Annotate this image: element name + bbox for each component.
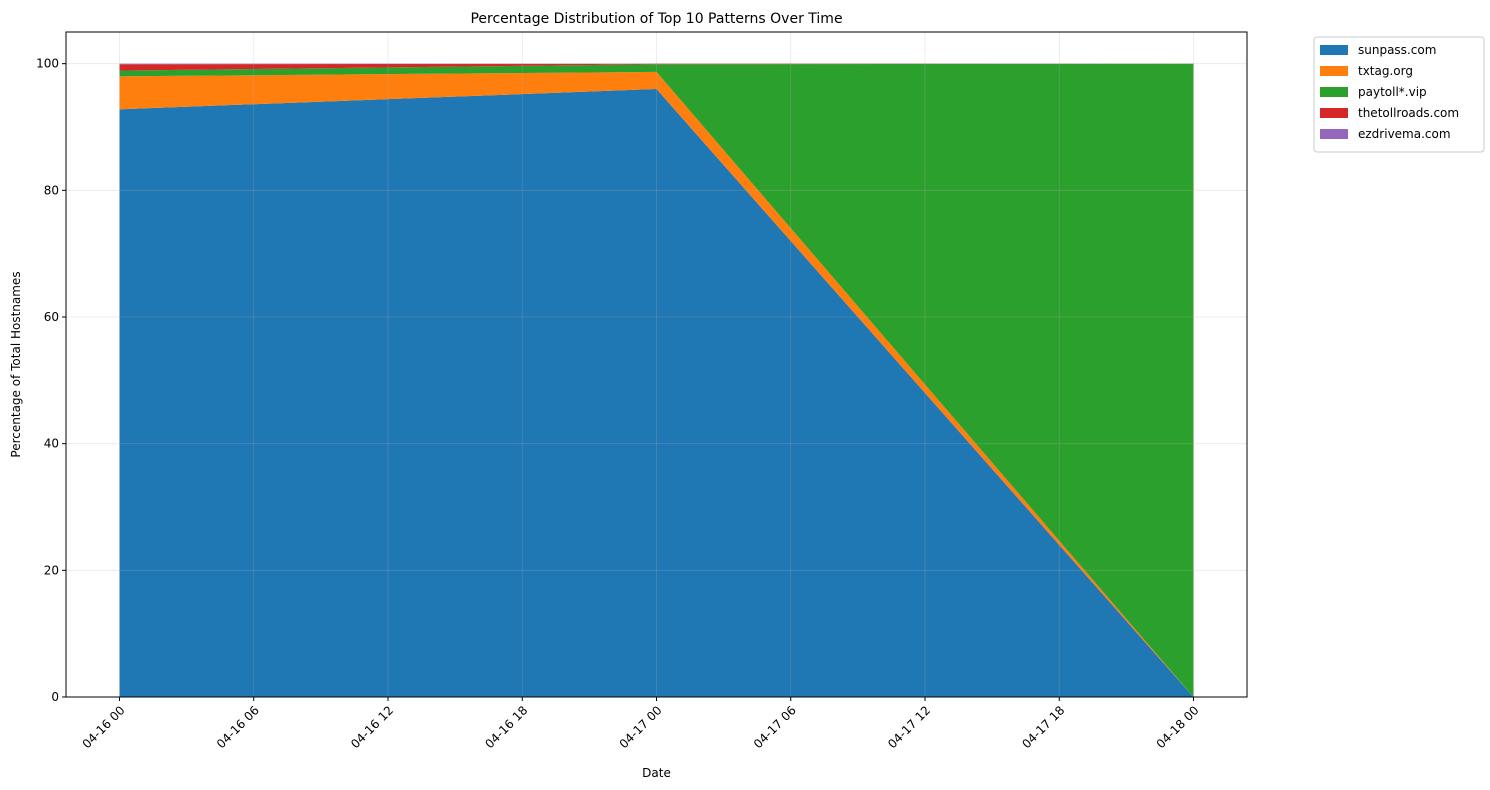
legend: sunpass.com txtag.org paytoll*.vip thetollr…	[1313, 36, 1485, 153]
x-tick-label: 04-17 00	[617, 703, 665, 751]
x-tick-label: 04-16 18	[482, 703, 530, 751]
legend-box	[1313, 36, 1485, 153]
chart-title: Percentage Distribution of Top 10 Patter…	[470, 11, 842, 27]
legend-label: txtag.org	[1358, 64, 1413, 78]
area-thetollroads-com	[119, 63, 1194, 71]
area-paytoll-vip	[119, 63, 1194, 697]
x-tick-label: 04-17 18	[1019, 703, 1067, 751]
y-tick-label: 100	[36, 57, 59, 71]
y-tick-label: 60	[44, 310, 59, 324]
x-axis: 04-16 00 04-16 06 04-16 12 04-16 18 04-17 00…	[80, 697, 1202, 751]
y-tick-label: 40	[44, 437, 59, 451]
x-tick-label: 04-17 12	[885, 703, 933, 751]
area-ezdrivema-com	[119, 63, 1194, 65]
area-sunpass-com	[119, 89, 1194, 697]
x-axis-label: Date	[642, 766, 671, 780]
plot-area	[119, 63, 1194, 697]
y-tick-label: 80	[44, 183, 59, 197]
y-tick-label: 0	[51, 690, 59, 704]
legend-label: ezdrivema.com	[1358, 127, 1451, 141]
legend-label: paytoll*.vip	[1358, 85, 1427, 99]
x-tick-label: 04-18 00	[1154, 703, 1202, 751]
x-tick-label: 04-17 06	[751, 703, 799, 751]
legend-swatch	[1320, 66, 1348, 76]
y-tick-label: 20	[44, 563, 59, 577]
x-tick-label: 04-16 12	[348, 703, 396, 751]
legend-swatch	[1320, 129, 1348, 139]
grid	[66, 32, 1247, 698]
legend-label: sunpass.com	[1358, 43, 1436, 57]
x-tick-label: 04-16 06	[214, 703, 262, 751]
legend-swatch	[1320, 45, 1348, 55]
legend-swatch	[1320, 108, 1348, 118]
y-axis-label: Percentage of Total Hostnames	[9, 271, 23, 457]
y-axis: 0 20 40 60 80 100	[36, 57, 66, 704]
x-tick-label: 04-16 00	[80, 703, 128, 751]
legend-swatch	[1320, 87, 1348, 97]
legend-label: thetollroads.com	[1358, 106, 1459, 120]
